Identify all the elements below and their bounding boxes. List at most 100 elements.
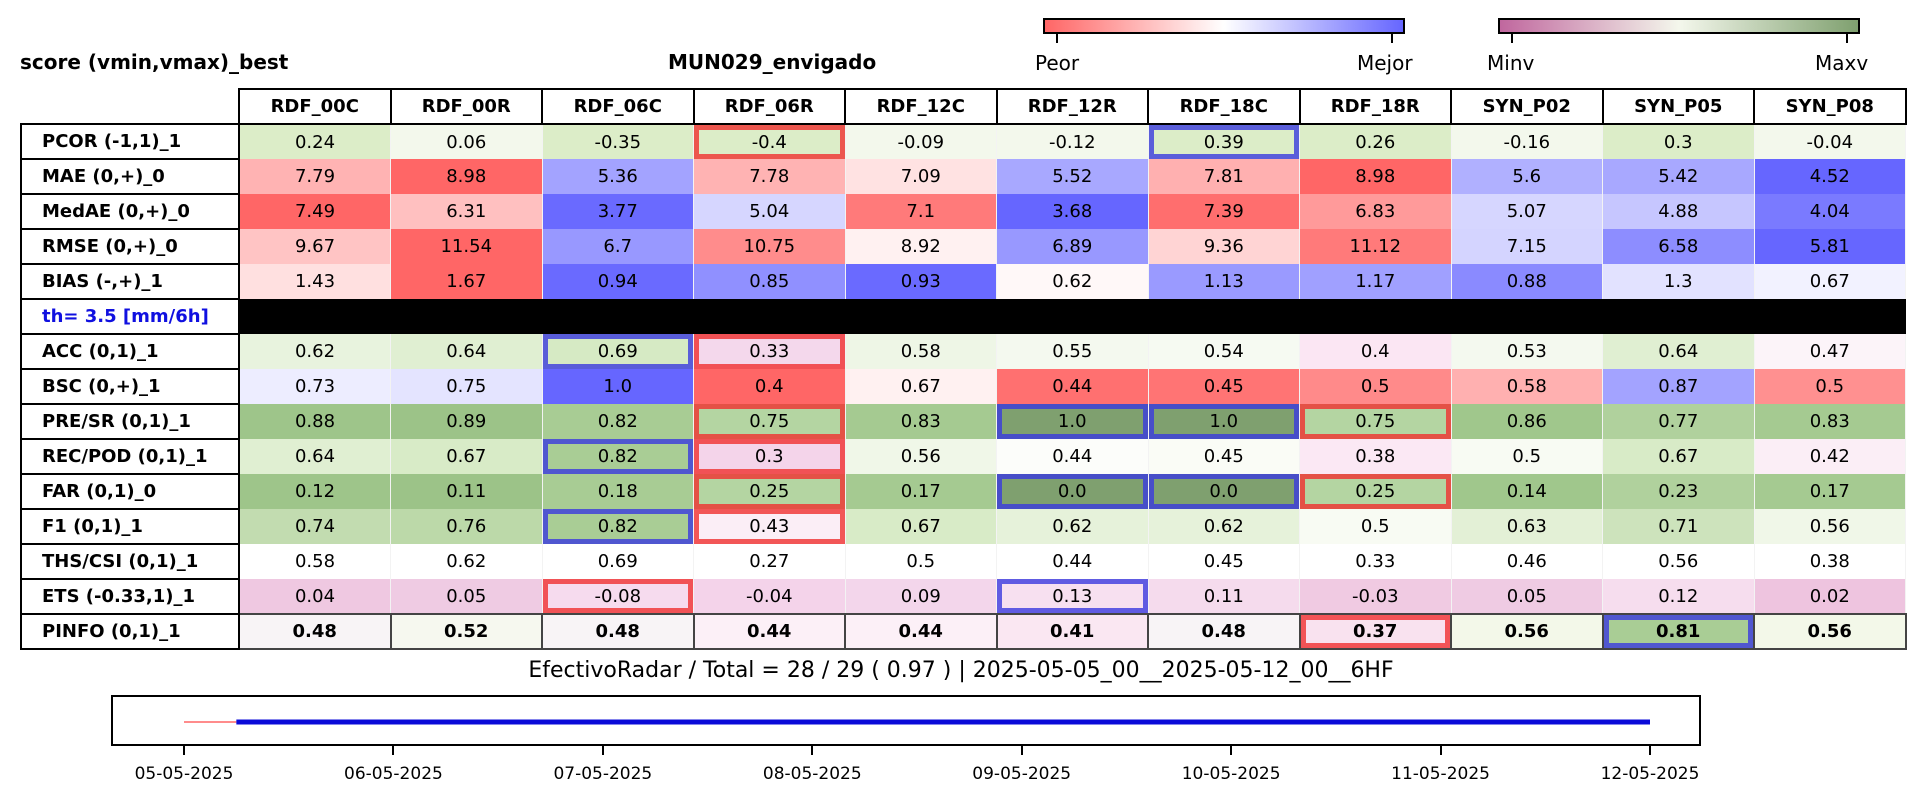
score-cell: 7.1 <box>844 194 997 229</box>
colorbar-right-label: Mejor <box>1357 51 1413 75</box>
score-cell: 4.52 <box>1753 159 1906 194</box>
score-cell: -0.16 <box>1450 124 1603 159</box>
score-cell: 5.07 <box>1450 194 1603 229</box>
score-cell: 0.5 <box>844 544 997 579</box>
table-row: ACC (0,1)_1 0.62 0.64 0.69 0.33 0.58 0.55 0.54 0… <box>20 333 1906 370</box>
row-label: PRE/SR (0,1)_1 <box>20 403 240 440</box>
timeline-tick <box>1230 746 1233 755</box>
worst-score-cell: 0.33 <box>693 334 846 369</box>
table-row: F1 (0,1)_1 0.74 0.76 0.82 0.43 0.67 0.62 0.62 0.… <box>20 508 1906 545</box>
score-cell: -0.03 <box>1299 579 1452 614</box>
row-label: REC/POD (0,1)_1 <box>20 438 240 475</box>
score-cell: 5.04 <box>693 194 846 229</box>
worst-score-cell: 0.3 <box>693 439 846 474</box>
score-cell: 0.14 <box>1450 474 1603 509</box>
score-cell: 6.31 <box>390 194 543 229</box>
column-header: RDF_18R <box>1298 88 1452 125</box>
table-row: THS/CSI (0,1)_1 0.58 0.62 0.69 0.27 0.5 0.44 0.… <box>20 543 1906 580</box>
row-label: ACC (0,1)_1 <box>20 333 240 370</box>
score-cell: 4.04 <box>1753 194 1906 229</box>
column-header: SYN_P05 <box>1601 88 1755 125</box>
timeline-tick-label: 07-05-2025 <box>553 764 653 784</box>
row-label: MedAE (0,+)_0 <box>20 193 240 230</box>
row-label: PINFO (0,1)_1 <box>20 613 240 650</box>
score-cell: 7.09 <box>844 159 997 194</box>
score-cell: 0.58 <box>238 544 391 579</box>
score-cell: 0.47 <box>1753 334 1906 369</box>
worst-score-cell: 0.25 <box>693 474 846 509</box>
table-corner <box>21 89 239 124</box>
score-cell: 0.41 <box>995 613 1149 650</box>
score-cell: 0.44 <box>996 369 1149 404</box>
score-cell: 0.62 <box>238 334 391 369</box>
table-row: RMSE (0,+)_0 9.67 11.54 6.7 10.75 8.92 6.89 9.3… <box>20 228 1906 265</box>
score-cell: 0.4 <box>1299 334 1452 369</box>
score-cell: 6.58 <box>1602 229 1755 264</box>
score-cell: 0.23 <box>1602 474 1755 509</box>
score-cell: 5.6 <box>1450 159 1603 194</box>
worst-score-cell: 0.75 <box>1299 404 1452 439</box>
timeline-tick-label: 09-05-2025 <box>972 764 1072 784</box>
score-cell: 0.48 <box>541 613 695 650</box>
table-row: PRE/SR (0,1)_1 0.88 0.89 0.82 0.75 0.83 1.0 1.0… <box>20 403 1906 440</box>
score-cell: 0.46 <box>1450 544 1603 579</box>
score-cell: -0.04 <box>1753 124 1906 159</box>
score-cell: 0.71 <box>1602 509 1755 544</box>
score-cell: 0.67 <box>844 509 997 544</box>
score-cell: 0.44 <box>996 439 1149 474</box>
score-cell: 0.42 <box>1753 439 1906 474</box>
score-cell: 0.64 <box>1602 334 1755 369</box>
score-cell: 0.45 <box>1147 439 1300 474</box>
score-cell: 0.64 <box>238 439 391 474</box>
worst-score-cell: 0.37 <box>1298 613 1452 650</box>
summary-text: EfectivoRadar / Total = 28 / 29 ( 0.97 )… <box>528 658 1394 683</box>
score-cell: 0.56 <box>1753 613 1907 650</box>
score-cell: -0.04 <box>693 579 846 614</box>
score-cell: 0.45 <box>1147 369 1300 404</box>
score-cell: 0.83 <box>1753 404 1906 439</box>
score-cell: 1.17 <box>1299 264 1452 299</box>
score-cell: 0.74 <box>238 509 391 544</box>
score-cell: 0.83 <box>844 404 997 439</box>
score-cell: 0.5 <box>1299 509 1452 544</box>
score-cell: 0.67 <box>844 369 997 404</box>
timeline-svg <box>184 719 1650 725</box>
score-cell: 0.87 <box>1602 369 1755 404</box>
table-row: MedAE (0,+)_0 7.49 6.31 3.77 5.04 7.1 3.68 7.39… <box>20 193 1906 230</box>
worst-score-cell: 0.25 <box>1299 474 1452 509</box>
score-cell: 0.64 <box>390 334 543 369</box>
score-cell: 9.36 <box>1147 229 1300 264</box>
score-cell: 0.93 <box>844 264 997 299</box>
score-title: score (vmin,vmax)_best <box>20 50 289 74</box>
score-cell: 1.67 <box>390 264 543 299</box>
colorbar-tick <box>1391 34 1393 43</box>
station-title: MUN029_envigado <box>668 50 877 74</box>
table-header-row: RDF_00C RDF_00R RDF_06C RDF_06R RDF_12C RDF_1… <box>21 88 1907 125</box>
score-cell: 1.0 <box>541 369 694 404</box>
row-label: MAE (0,+)_0 <box>20 158 240 195</box>
score-cell: -0.35 <box>541 124 694 159</box>
row-label: FAR (0,1)_0 <box>20 473 240 510</box>
score-cell: 0.85 <box>693 264 846 299</box>
score-cell: 0.62 <box>1147 509 1300 544</box>
score-cell: 5.81 <box>1753 229 1906 264</box>
score-cell: 0.56 <box>1753 509 1906 544</box>
score-cell: 0.55 <box>996 334 1149 369</box>
best-score-cell: 0.0 <box>996 474 1149 509</box>
score-cell: -0.09 <box>844 124 997 159</box>
score-cell: 1.3 <box>1602 264 1755 299</box>
worst-score-cell: -0.08 <box>541 579 694 614</box>
timeline-tick-label: 12-05-2025 <box>1600 764 1700 784</box>
score-cell: 7.79 <box>238 159 391 194</box>
score-cell: 0.63 <box>1450 509 1603 544</box>
timeline-tick-label: 06-05-2025 <box>344 764 443 784</box>
score-cell: 0.62 <box>390 544 543 579</box>
column-header: RDF_06R <box>692 88 846 125</box>
row-label: BSC (0,+)_1 <box>20 368 240 405</box>
timeline-tick <box>1649 746 1651 755</box>
table-row: FAR (0,1)_0 0.12 0.11 0.18 0.25 0.17 0.0 0.0 0.2… <box>20 473 1906 510</box>
score-cell: 0.75 <box>390 369 543 404</box>
score-table: RDF_00C RDF_00R RDF_06C RDF_06R RDF_12C RDF_1… <box>20 88 1907 650</box>
colorbar-tick <box>1846 34 1848 43</box>
score-cell: 0.48 <box>1147 613 1301 650</box>
